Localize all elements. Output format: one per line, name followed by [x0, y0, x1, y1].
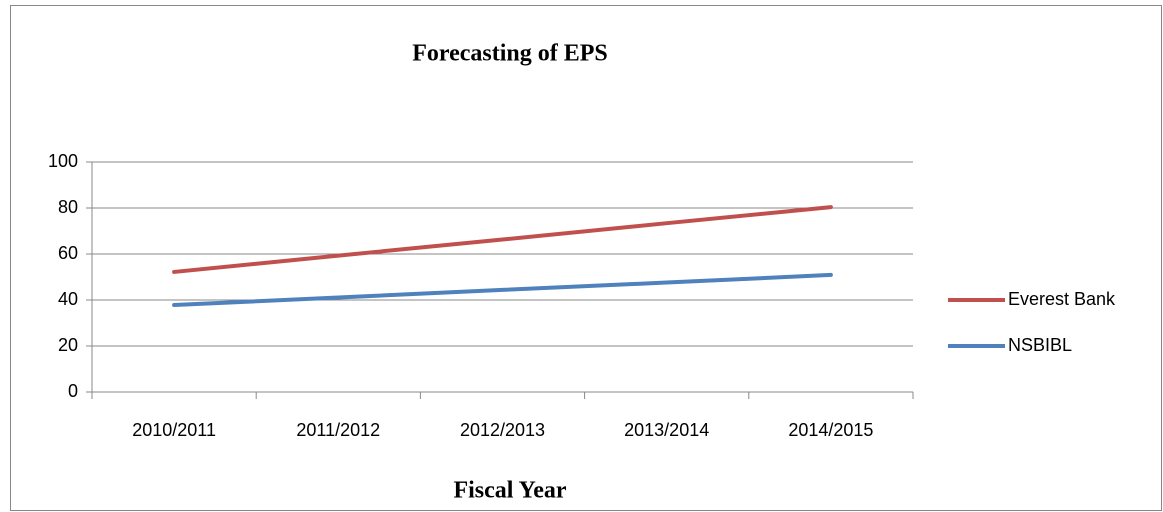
x-tick-label: 2014/2015 — [788, 420, 873, 440]
x-tick-label: 2012/2013 — [460, 420, 545, 440]
x-tick-label: 2011/2012 — [296, 420, 380, 440]
legend-label: Everest Bank — [1008, 289, 1116, 309]
series-line — [172, 272, 833, 308]
x-tick-label: 2013/2014 — [624, 420, 709, 440]
y-tick-label: 0 — [68, 381, 78, 401]
x-axis-title: Fiscal Year — [453, 478, 566, 504]
chart-border — [10, 5, 1162, 511]
series-line — [172, 205, 833, 274]
y-tick-label: 60 — [58, 243, 78, 263]
y-tick-label: 100 — [48, 151, 78, 171]
y-tick-label: 80 — [58, 197, 78, 217]
chart-title: Forecasting of EPS — [412, 41, 608, 67]
legend-label: NSBIBL — [1008, 335, 1072, 355]
x-tick-label: 2010/2011 — [132, 420, 216, 440]
y-tick-label: 40 — [58, 289, 78, 309]
y-tick-label: 20 — [58, 335, 78, 355]
